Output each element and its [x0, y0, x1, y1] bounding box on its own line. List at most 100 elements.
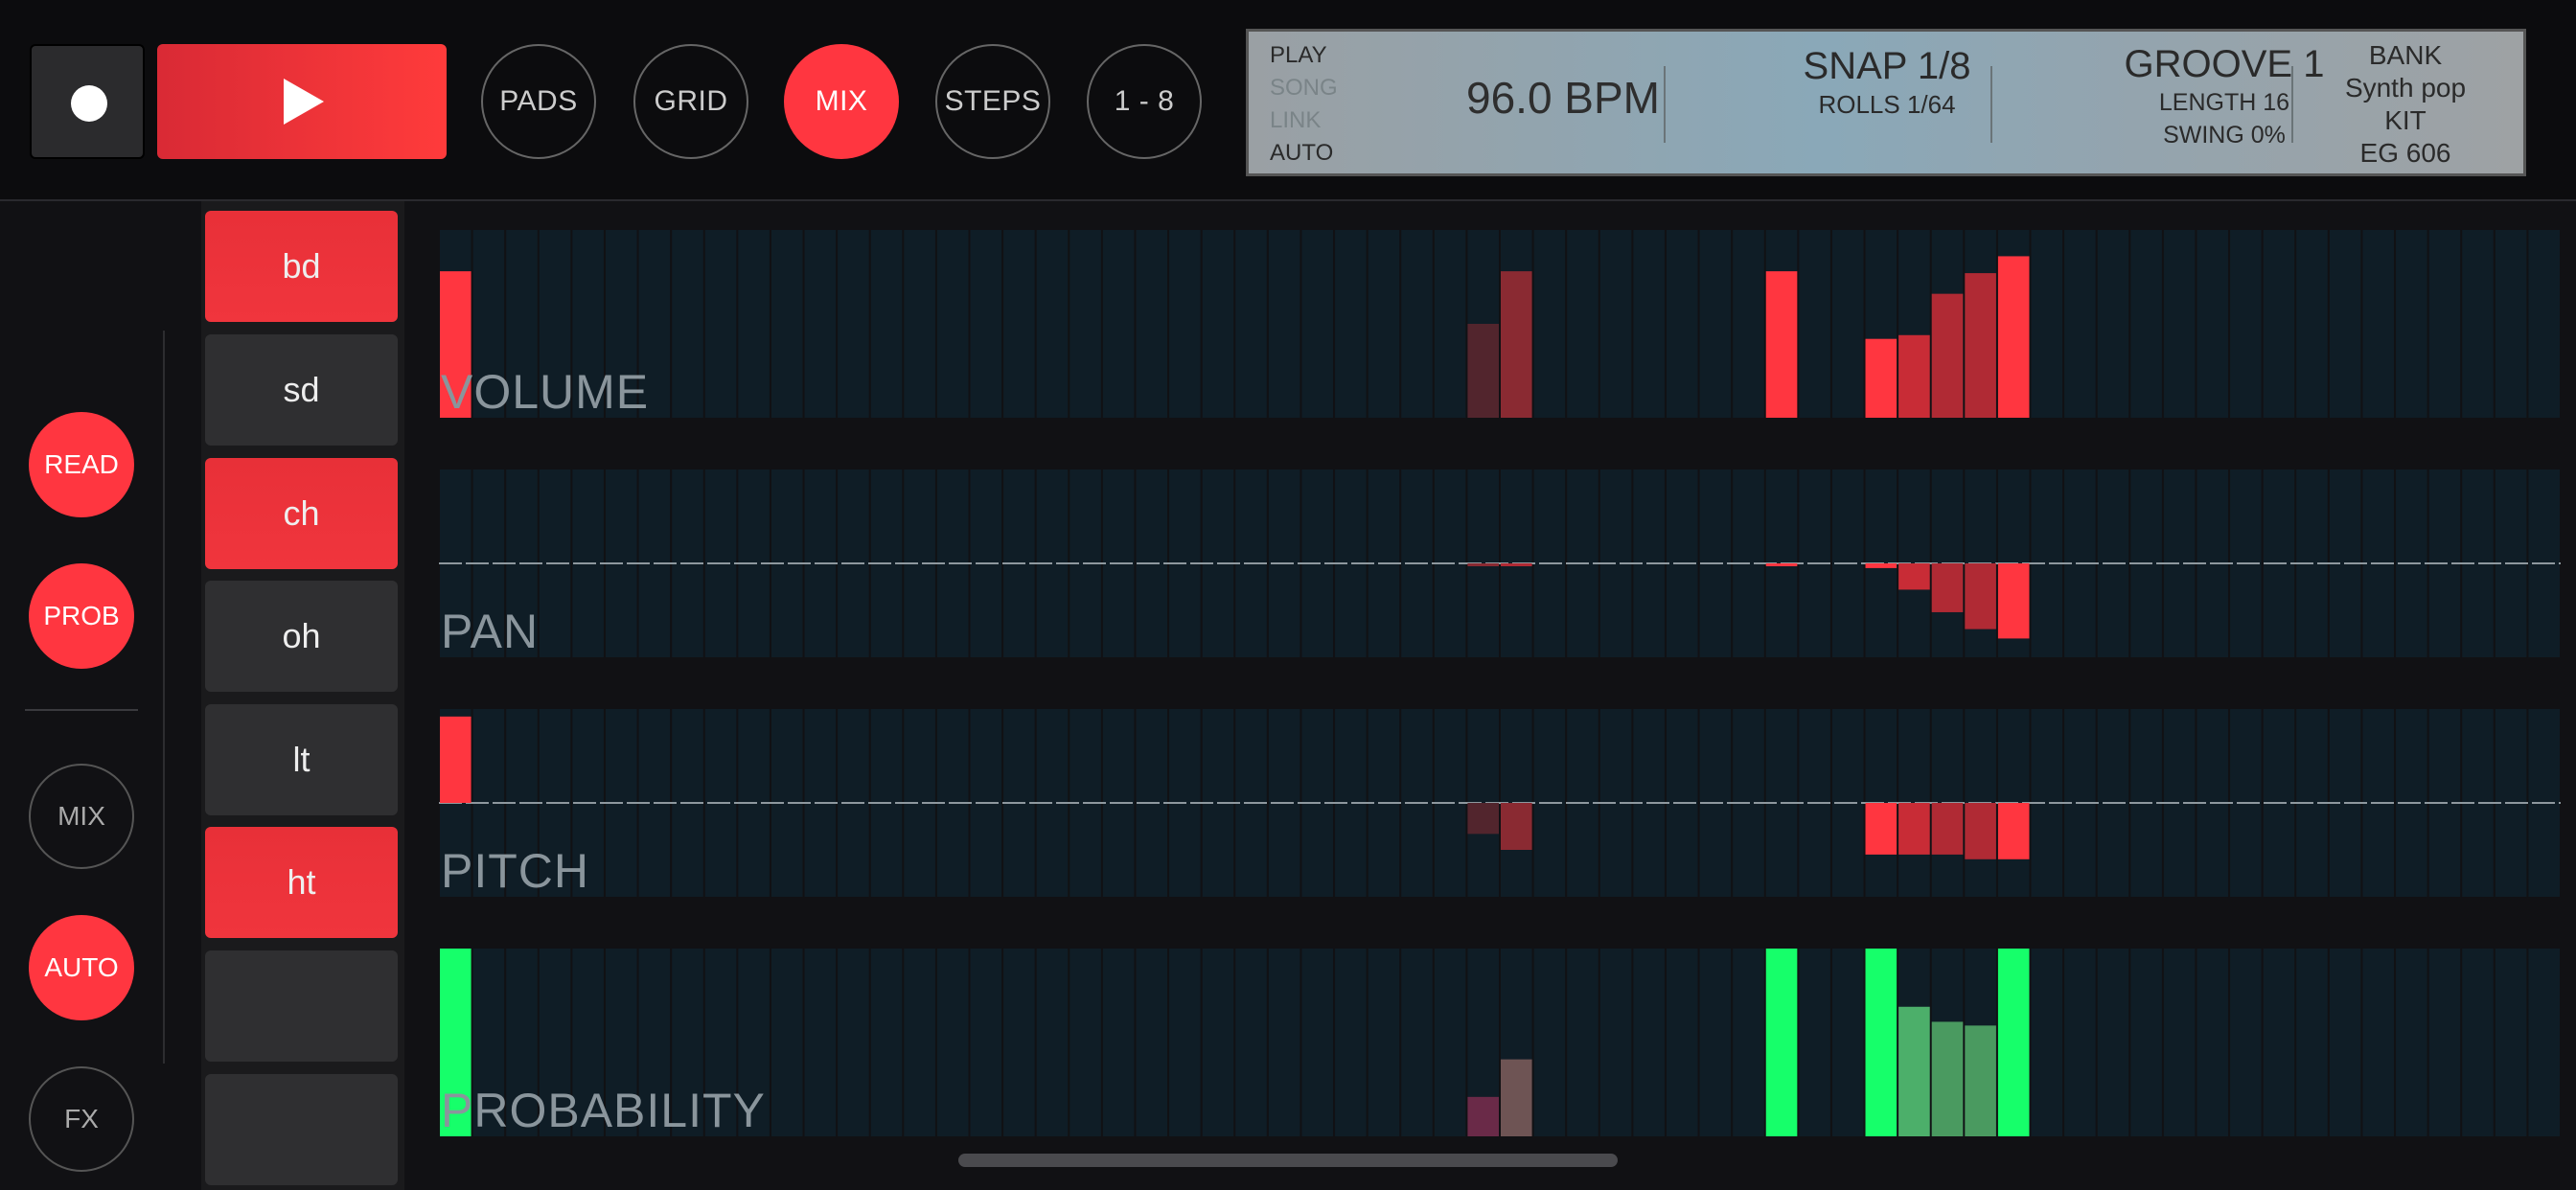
step-cell[interactable] [936, 949, 969, 1136]
pan-lane[interactable]: PAN [439, 469, 2561, 658]
step-cell[interactable] [1268, 949, 1300, 1136]
probability-lane-graph[interactable] [439, 949, 2561, 1136]
volume-lane-graph[interactable] [439, 230, 2561, 418]
step-cell[interactable] [1102, 230, 1135, 418]
step-value-bar[interactable] [1865, 803, 1898, 855]
step-value-bar[interactable] [1898, 563, 1930, 590]
step-cell[interactable] [1301, 230, 1334, 418]
step-cell[interactable] [506, 949, 538, 1136]
step-cell[interactable] [1666, 949, 1698, 1136]
step-cell[interactable] [2097, 949, 2129, 1136]
step-cell[interactable] [704, 230, 737, 418]
step-cell[interactable] [1666, 230, 1698, 418]
step-cell[interactable] [2031, 230, 2063, 418]
step-cell[interactable] [1070, 949, 1101, 1136]
step-cell[interactable] [770, 230, 803, 418]
step-value-bar[interactable] [1965, 803, 1996, 859]
mode-button-grid[interactable]: GRID [633, 44, 748, 159]
step-value-bar[interactable] [1865, 338, 1898, 418]
step-cell[interactable] [539, 949, 571, 1136]
step-cell[interactable] [2329, 949, 2361, 1136]
step-value-bar[interactable] [1765, 949, 1798, 1136]
step-cell[interactable] [1567, 230, 1598, 418]
step-cell[interactable] [1003, 949, 1035, 1136]
step-value-bar[interactable] [1898, 1006, 1930, 1136]
step-value-bar[interactable] [1997, 803, 2030, 859]
step-value-bar[interactable] [1898, 803, 1930, 855]
step-value-bar[interactable] [1997, 949, 2030, 1136]
step-cell[interactable] [605, 230, 637, 418]
step-value-bar[interactable] [1931, 1021, 1964, 1136]
step-value-bar[interactable] [1997, 563, 2030, 639]
step-cell[interactable] [838, 949, 869, 1136]
step-cell[interactable] [2296, 949, 2328, 1136]
step-cell[interactable] [1434, 230, 1466, 418]
mode-button-pattern-range[interactable]: 1 - 8 [1087, 44, 1202, 159]
step-cell[interactable] [2528, 230, 2560, 418]
step-cell[interactable] [2230, 949, 2262, 1136]
step-value-bar[interactable] [1467, 803, 1499, 835]
step-value-bar[interactable] [1965, 563, 1996, 629]
step-cell[interactable] [1235, 230, 1267, 418]
step-value-bar[interactable] [1997, 256, 2030, 418]
step-cell[interactable] [1102, 949, 1135, 1136]
step-cell[interactable] [1633, 230, 1665, 418]
step-cell[interactable] [870, 949, 903, 1136]
mode-button-mix[interactable]: MIX [784, 44, 899, 159]
step-value-bar[interactable] [1898, 334, 1930, 418]
read-button[interactable]: READ [29, 412, 134, 517]
step-cell[interactable] [1533, 230, 1566, 418]
step-cell[interactable] [1733, 949, 1764, 1136]
step-value-bar[interactable] [1965, 273, 1996, 418]
step-cell[interactable] [2362, 230, 2395, 418]
step-cell[interactable] [1136, 230, 1168, 418]
step-cell[interactable] [1733, 230, 1764, 418]
step-value-bar[interactable] [1501, 563, 1532, 566]
step-cell[interactable] [1567, 949, 1598, 1136]
step-cell[interactable] [2196, 230, 2229, 418]
record-button[interactable] [30, 44, 145, 159]
step-cell[interactable] [572, 230, 604, 418]
step-cell[interactable] [2130, 230, 2162, 418]
step-cell[interactable] [1699, 949, 1732, 1136]
step-cell[interactable] [2064, 230, 2096, 418]
step-value-bar[interactable] [440, 716, 472, 803]
step-value-bar[interactable] [1931, 803, 1964, 855]
step-cell[interactable] [2263, 949, 2295, 1136]
step-value-bar[interactable] [1501, 271, 1532, 418]
step-value-bar[interactable] [1931, 293, 1964, 418]
step-cell[interactable] [638, 949, 671, 1136]
step-value-bar[interactable] [1467, 1096, 1499, 1136]
step-cell[interactable] [506, 230, 538, 418]
step-cell[interactable] [672, 230, 703, 418]
step-cell[interactable] [472, 949, 505, 1136]
step-cell[interactable] [572, 949, 604, 1136]
mix-sidebar-button[interactable]: MIX [29, 764, 134, 869]
step-cell[interactable] [1136, 949, 1168, 1136]
auto-button[interactable]: AUTO [29, 915, 134, 1020]
step-cell[interactable] [1235, 949, 1267, 1136]
step-value-bar[interactable] [1931, 563, 1964, 612]
step-cell[interactable] [1202, 949, 1234, 1136]
step-cell[interactable] [1368, 230, 1400, 418]
step-cell[interactable] [1301, 949, 1334, 1136]
step-cell[interactable] [904, 230, 935, 418]
step-cell[interactable] [1799, 949, 1830, 1136]
track-oh[interactable]: oh [205, 581, 398, 692]
step-cell[interactable] [1699, 230, 1732, 418]
step-cell[interactable] [1401, 230, 1433, 418]
fx-button[interactable]: FX [29, 1066, 134, 1172]
step-cell[interactable] [2296, 230, 2328, 418]
step-cell[interactable] [1368, 949, 1400, 1136]
step-cell[interactable] [770, 949, 803, 1136]
step-cell[interactable] [970, 949, 1002, 1136]
step-cell[interactable] [738, 949, 770, 1136]
step-cell[interactable] [1169, 230, 1201, 418]
step-cell[interactable] [1036, 230, 1069, 418]
step-cell[interactable] [2130, 949, 2162, 1136]
track-empty[interactable] [205, 950, 398, 1062]
pitch-lane[interactable]: PITCH [439, 709, 2561, 898]
probability-lane[interactable]: PROBABILITY [439, 949, 2561, 1137]
step-cell[interactable] [539, 230, 571, 418]
step-cell[interactable] [2163, 949, 2196, 1136]
